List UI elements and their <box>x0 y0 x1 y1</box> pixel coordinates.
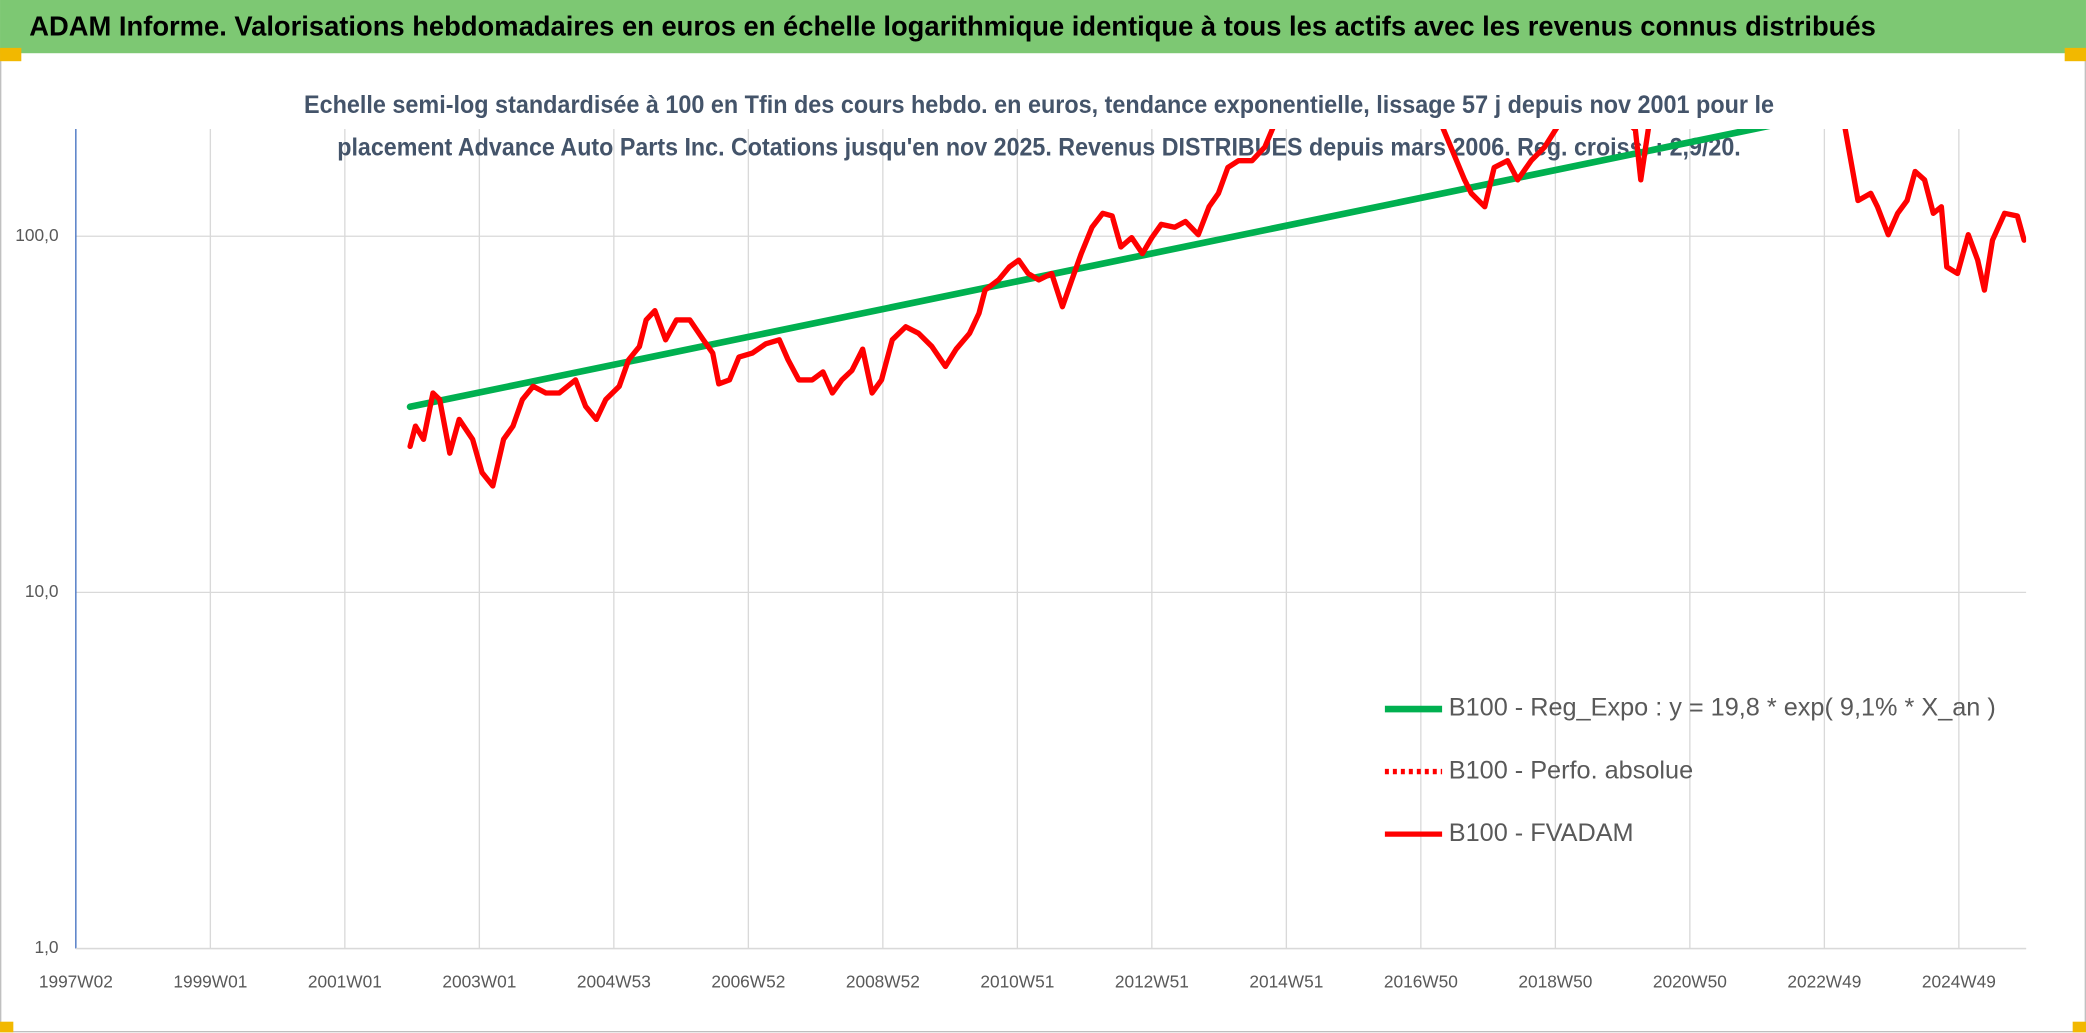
x-tick-label: 1997W02 <box>39 972 113 992</box>
x-tick-label: 2012W51 <box>1115 972 1189 992</box>
x-tick-label: 2006W52 <box>711 972 785 992</box>
x-tick-label: 2020W50 <box>1653 972 1727 992</box>
x-tick-label: 2004W53 <box>577 972 651 992</box>
series-line <box>406 129 1771 411</box>
y-tick-label: 10,0 <box>25 581 59 601</box>
corner <box>0 1021 14 1033</box>
legend-label: B100 - Reg_Expo : y = 19,8 * exp( 9,1% *… <box>1449 694 1996 722</box>
chart-subtitle: placement Advance Auto Parts Inc. Cotati… <box>337 134 1740 162</box>
x-tick-label: 2003W01 <box>442 972 516 992</box>
chart-subtitle: Echelle semi-log standardisée à 100 en T… <box>304 91 1774 119</box>
x-tick-label: 2001W01 <box>308 972 382 992</box>
x-tick-label: 2024W49 <box>1922 972 1996 992</box>
y-tick-label: 1,0 <box>35 937 59 957</box>
x-tick-label: 2022W49 <box>1787 972 1861 992</box>
x-tick-label: 2014W51 <box>1249 972 1323 992</box>
y-tick-label: 100,0 <box>15 225 58 245</box>
corner <box>0 47 22 62</box>
corner <box>2072 1021 2086 1033</box>
x-tick-label: 2016W50 <box>1384 972 1458 992</box>
x-tick-label: 2008W52 <box>846 972 920 992</box>
corner <box>2064 47 2086 62</box>
legend-label: B100 - FVADAM <box>1449 819 1634 847</box>
series-line <box>407 129 2027 489</box>
x-tick-label: 1999W01 <box>173 972 247 992</box>
title-banner <box>0 0 2086 54</box>
legend-label: B100 - Perfo. absolue <box>1449 756 1693 784</box>
chart-title: ADAM Informe. Valorisations hebdomadaire… <box>29 10 1875 41</box>
x-tick-label: 2018W50 <box>1518 972 1592 992</box>
x-tick-label: 2010W51 <box>980 972 1054 992</box>
